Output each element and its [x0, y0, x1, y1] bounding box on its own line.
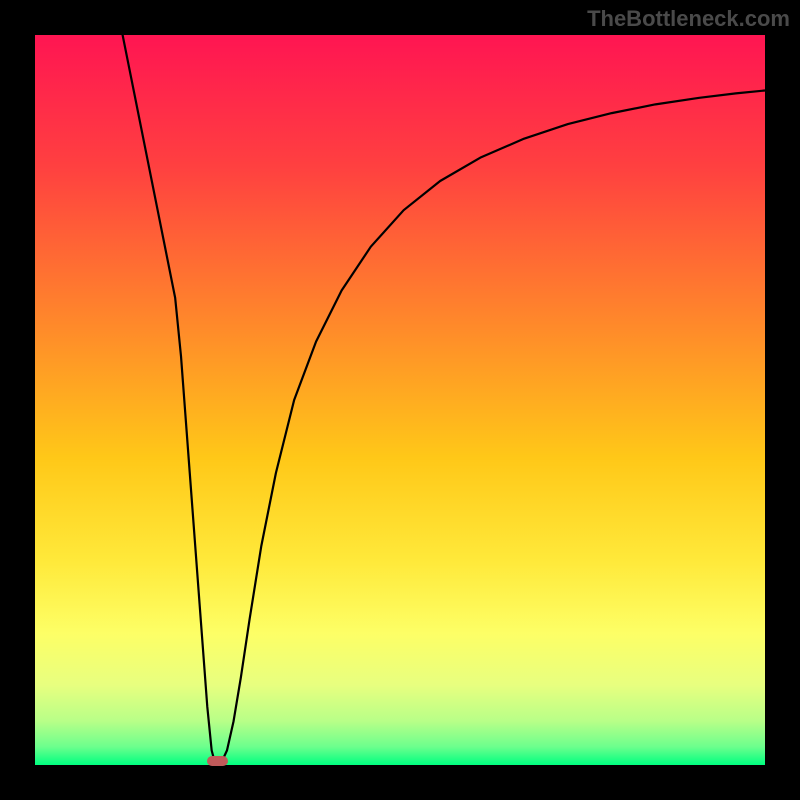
plot-area	[35, 35, 765, 765]
watermark-text: TheBottleneck.com	[587, 6, 790, 32]
optimum-marker	[207, 756, 229, 766]
chart-container: TheBottleneck.com	[0, 0, 800, 800]
value-curve	[35, 35, 765, 765]
